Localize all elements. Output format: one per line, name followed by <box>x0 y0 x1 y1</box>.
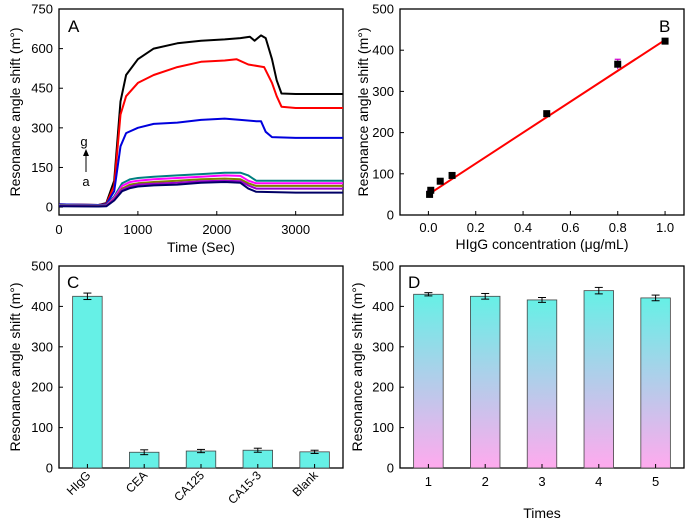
panel-b-xtick-label: 0.6 <box>561 220 579 235</box>
panel-d-bar <box>470 295 501 469</box>
panel-a-ytick-label: 150 <box>31 160 53 175</box>
panel-b-data-point <box>543 110 551 118</box>
panel-b-data-point <box>661 37 669 45</box>
panel-b-data-point <box>614 60 622 68</box>
panel-b-xtick-label: 0.8 <box>609 220 627 235</box>
panel-b-ytick-label: 300 <box>372 84 394 99</box>
panel-d-category-label: 5 <box>652 474 659 489</box>
panel-b-data-point <box>427 186 435 194</box>
panel-b-xtick-label: 0.2 <box>467 220 485 235</box>
panel-d-ytick-label: 400 <box>372 299 394 314</box>
panel-a-ytick-label: 600 <box>31 41 53 56</box>
panel-c-category-label: CA125 <box>171 468 207 504</box>
panel-c-bar <box>72 295 103 469</box>
panel-b: 0.0 0.2 0.4 0.6 0.8 1.0 0 100 200 300 400 500 <box>372 2 674 236</box>
panel-b-data-point <box>448 171 456 179</box>
panel-a-xlabel: Time (Sec) <box>167 239 235 255</box>
panel-b-xlabel: HIgG concentration (μg/mL) <box>455 236 628 252</box>
panel-b-xtick-label: 0.0 <box>419 220 437 235</box>
panel-b-ytick-label: 200 <box>372 125 394 140</box>
panel-a-series-line <box>58 181 343 208</box>
panel-d-bar <box>640 297 671 469</box>
panel-c-label: C <box>67 273 79 292</box>
panel-d-bar <box>583 290 614 469</box>
panel-c-category-label: CEA <box>123 468 150 495</box>
panel-d-bar <box>526 299 558 469</box>
panel-c-ytick-label: 0 <box>46 461 53 476</box>
panel-c-ytick-label: 300 <box>31 339 53 354</box>
panel-d-bar <box>413 293 444 469</box>
panel-a-xtick-label: 3000 <box>281 222 310 237</box>
panel-a-ytick-label: 0 <box>46 200 53 215</box>
panel-b-fit-line <box>427 39 666 196</box>
panel-a-label: A <box>68 17 80 36</box>
panel-a: 0 1000 2000 3000 0 150 300 450 600 750 <box>31 2 343 237</box>
panel-d-category-label: 3 <box>538 474 545 489</box>
panel-a-ytick-label: 300 <box>31 120 53 135</box>
panel-b-ytick-label: 100 <box>372 166 394 181</box>
panel-d-category-label: 4 <box>595 474 602 489</box>
panel-c-ytick-label: 500 <box>31 259 53 274</box>
panel-b-data-point <box>436 177 444 185</box>
panel-b-xtick-label: 1.0 <box>656 220 674 235</box>
panel-c-ylabel: Resonance angle shift (m°) <box>7 282 23 451</box>
panel-d-ytick-label: 100 <box>372 420 394 435</box>
series-order-bottom-label: a <box>82 174 90 189</box>
panel-a-xtick-label: 2000 <box>202 222 231 237</box>
panel-c: 0 100 200 300 400 500 HIgG CEA CA125 CA15-3 Blank <box>31 259 330 507</box>
panel-d-label: D <box>408 273 420 292</box>
panel-a-ytick-label: 450 <box>31 81 53 96</box>
panel-b-ytick-label: 500 <box>372 2 394 17</box>
panel-a-ytick-label: 750 <box>31 2 53 17</box>
panel-a-frame <box>58 8 344 216</box>
panel-d-xlabel: Times <box>523 505 561 521</box>
panel-d-ylabel: Resonance angle shift (m°) <box>349 282 365 451</box>
panel-b-data-point <box>426 190 434 198</box>
panel-d-category-label: 2 <box>482 474 489 489</box>
panel-c-category-label: CA15-3 <box>225 468 264 507</box>
series-order-top-label: g <box>80 134 87 149</box>
panel-c-ytick-label: 400 <box>31 299 53 314</box>
panel-b-ylabel: Resonance angle shift (m°) <box>355 27 371 196</box>
panel-d-ytick-label: 200 <box>372 380 394 395</box>
series-order-arrowhead <box>83 149 89 156</box>
panel-d-ytick-label: 0 <box>387 461 394 476</box>
panel-a-xtick-label: 1000 <box>123 222 152 237</box>
panel-d: 0 100 200 300 400 500 1 2 3 4 5 <box>372 259 671 489</box>
panel-d-category-label: 1 <box>425 474 432 489</box>
panel-a-xtick-label: 0 <box>55 222 62 237</box>
panel-a-series-line <box>58 117 343 206</box>
panel-b-frame <box>399 8 685 216</box>
panel-b-ytick-label: 400 <box>372 43 394 58</box>
panel-c-category-label: Blank <box>290 468 322 500</box>
panel-c-ytick-label: 200 <box>31 380 53 395</box>
panel-c-ytick-label: 100 <box>31 420 53 435</box>
panel-a-ylabel: Resonance angle shift (m°) <box>7 27 23 196</box>
panel-c-category-label: HIgG <box>64 468 94 498</box>
panel-b-ytick-label: 0 <box>387 208 394 223</box>
panel-b-label: B <box>659 17 670 36</box>
panel-d-ytick-label: 500 <box>372 259 394 274</box>
panel-b-xtick-label: 0.4 <box>514 220 532 235</box>
panel-d-ytick-label: 300 <box>372 339 394 354</box>
